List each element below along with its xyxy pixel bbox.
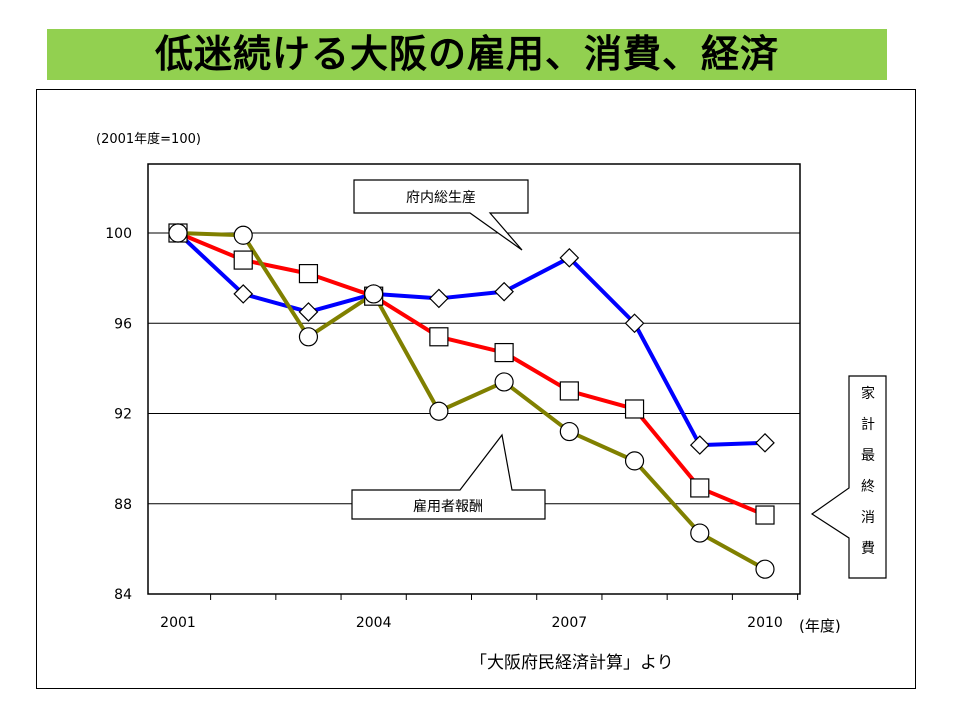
data-point-circle xyxy=(364,284,384,304)
callout-consumption: 家計最終消費 xyxy=(810,375,887,579)
callout-employee-comp: 雇用者報酬 xyxy=(351,433,546,520)
data-point-circle xyxy=(233,225,253,245)
chart-frame xyxy=(36,89,916,689)
data-point-square xyxy=(755,505,775,525)
data-point-square xyxy=(494,342,514,363)
y-tick-label: 100 xyxy=(105,226,132,242)
x-tick-labels: 2001 2004 2007 2010 xyxy=(160,594,799,631)
y-tick-label: 88 xyxy=(114,497,132,513)
page-title: 低迷続ける大阪の雇用、消費、経済 xyxy=(154,32,779,76)
data-point-diamond xyxy=(559,247,580,268)
data-point-diamond xyxy=(233,284,254,304)
data-point-circle xyxy=(755,559,775,579)
callout-employee-comp-label: 雇用者報酬 xyxy=(413,498,483,515)
data-point-circle xyxy=(298,327,319,347)
x-tick-label: 2001 xyxy=(160,615,196,631)
data-point-circle xyxy=(494,372,514,392)
title-banner: 低迷続ける大阪の雇用、消費、経済 xyxy=(47,29,887,80)
series-line-1 xyxy=(177,231,766,517)
y-tick-label: 84 xyxy=(114,587,132,603)
data-point-square xyxy=(233,250,253,270)
y-tick-label: 92 xyxy=(114,407,132,423)
series-line-0 xyxy=(176,231,766,448)
y-tick-label: 96 xyxy=(114,316,132,332)
data-point-diamond xyxy=(624,313,645,334)
x-tick-label: 2004 xyxy=(356,615,392,631)
data-point-square xyxy=(559,381,579,401)
x-axis-unit-label: (年度) xyxy=(799,617,841,635)
data-point-circle xyxy=(559,421,579,442)
source-note: 「大阪府民経済計算」より xyxy=(470,653,674,673)
data-point-square xyxy=(429,327,449,347)
callout-gdp-label: 府内総生産 xyxy=(406,190,476,206)
y-tick-labels: 100 96 92 88 84 xyxy=(105,226,132,603)
data-point-square xyxy=(690,478,710,498)
data-point-square xyxy=(624,399,645,419)
data-point-circle xyxy=(624,451,645,471)
data-point-diamond xyxy=(494,281,514,302)
data-point-diamond xyxy=(298,302,319,322)
data-point-circle xyxy=(168,223,188,243)
series-markers xyxy=(168,223,775,579)
data-point-diamond xyxy=(689,435,710,455)
data-point-circle xyxy=(690,523,710,543)
callout-gdp: 府内総生産 xyxy=(353,179,529,251)
data-point-square xyxy=(298,264,319,284)
data-point-diamond xyxy=(429,288,449,309)
x-tick-label: 2007 xyxy=(552,615,588,631)
data-point-diamond xyxy=(755,432,775,453)
callout-consumption-label: 家計最終消費 xyxy=(861,385,875,557)
series-line-2 xyxy=(177,231,766,571)
series-lines xyxy=(176,231,766,571)
data-point-circle xyxy=(429,401,449,421)
x-tick-label: 2010 xyxy=(747,615,783,631)
y-axis-unit-label: (2001年度=100) xyxy=(96,132,201,147)
